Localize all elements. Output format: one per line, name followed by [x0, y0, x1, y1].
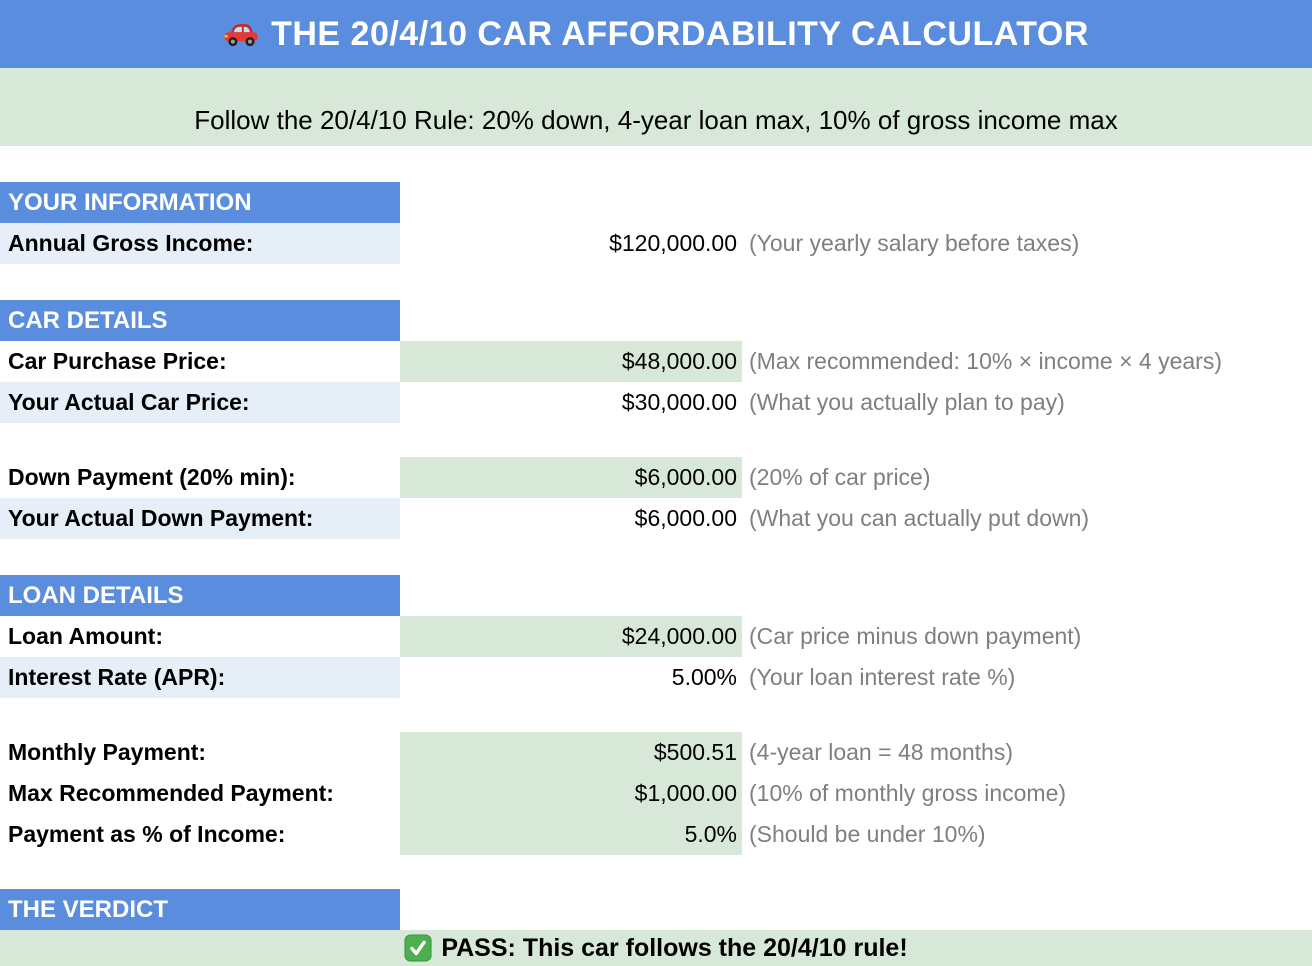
table-row: Loan Amount: $24,000.00 (Car price minus d…: [0, 616, 1312, 657]
check-icon: [404, 934, 432, 962]
row-value[interactable]: $6,000.00: [400, 498, 742, 539]
table-row: Your Actual Car Price: $30,000.00 (What yo…: [0, 382, 1312, 423]
row-note: (Car price minus down payment): [749, 623, 1082, 649]
row-label: Loan Amount:: [0, 616, 400, 657]
row-value[interactable]: 5.00%: [400, 657, 742, 698]
title-bar: THE 20/4/10 CAR AFFORDABILITY CALCULATOR: [0, 0, 1312, 68]
row-value[interactable]: $24,000.00: [400, 616, 742, 657]
spacer: [0, 855, 1312, 889]
verdict-text: PASS: This car follows the 20/4/10 rule!: [441, 933, 908, 962]
spacer: [0, 423, 1312, 457]
row-note: (Your loan interest rate %): [749, 664, 1016, 690]
row-label: Car Purchase Price:: [0, 341, 400, 382]
row-note: (What you actually plan to pay): [749, 389, 1065, 415]
spacer: [0, 264, 1312, 300]
section-header-loan-details: LOAN DETAILS: [0, 575, 400, 616]
row-note: (4-year loan = 48 months): [749, 739, 1013, 765]
table-row: Down Payment (20% min): $6,000.00 (20% of …: [0, 457, 1312, 498]
spacer: [0, 698, 1312, 732]
row-label: Max Recommended Payment:: [0, 773, 400, 814]
table-row: Your Actual Down Payment: $6,000.00 (What …: [0, 498, 1312, 539]
page-title: THE 20/4/10 CAR AFFORDABILITY CALCULATOR: [271, 14, 1089, 53]
spacer: [0, 539, 1312, 575]
row-value[interactable]: 5.0%: [400, 814, 742, 855]
subtitle-bar: Follow the 20/4/10 Rule: 20% down, 4-yea…: [0, 68, 1312, 146]
row-label: Your Actual Car Price:: [0, 382, 400, 423]
car-icon: [223, 20, 259, 48]
row-label: Interest Rate (APR):: [0, 657, 400, 698]
row-note: (Your yearly salary before taxes): [749, 230, 1080, 256]
row-label: Annual Gross Income:: [0, 223, 400, 264]
row-label: Monthly Payment:: [0, 732, 400, 773]
row-note: (What you can actually put down): [749, 505, 1090, 531]
section-header-your-information: YOUR INFORMATION: [0, 182, 400, 223]
row-value[interactable]: $48,000.00: [400, 341, 742, 382]
table-row: Interest Rate (APR): 5.00% (Your loan inte…: [0, 657, 1312, 698]
row-value[interactable]: $6,000.00: [400, 457, 742, 498]
row-value[interactable]: $120,000.00: [400, 223, 742, 264]
row-value[interactable]: $1,000.00: [400, 773, 742, 814]
verdict-bar: PASS: This car follows the 20/4/10 rule!: [0, 930, 1312, 966]
row-label: Payment as % of Income:: [0, 814, 400, 855]
table-row: Max Recommended Payment: $1,000.00 (10% of…: [0, 773, 1312, 814]
row-label: Down Payment (20% min):: [0, 457, 400, 498]
row-label: Your Actual Down Payment:: [0, 498, 400, 539]
row-value[interactable]: $500.51: [400, 732, 742, 773]
row-note: (Should be under 10%): [749, 821, 986, 847]
table-row: Car Purchase Price: $48,000.00 (Max recomm…: [0, 341, 1312, 382]
spacer: [0, 146, 1312, 182]
table-row: Payment as % of Income: 5.0% (Should be un…: [0, 814, 1312, 855]
row-note: (10% of monthly gross income): [749, 780, 1067, 806]
section-header-the-verdict: THE VERDICT: [0, 889, 400, 930]
row-note: (Max recommended: 10% × income × 4 years…: [749, 348, 1222, 374]
table-row: Monthly Payment: $500.51 (4-year loan = 48…: [0, 732, 1312, 773]
calculator-body: YOUR INFORMATION Annual Gross Income: $120…: [0, 146, 1312, 889]
section-header-car-details: CAR DETAILS: [0, 300, 400, 341]
table-row: Annual Gross Income: $120,000.00 (Your yea…: [0, 223, 1312, 264]
subtitle-text: Follow the 20/4/10 Rule: 20% down, 4-yea…: [194, 105, 1118, 135]
row-value[interactable]: $30,000.00: [400, 382, 742, 423]
row-note: (20% of car price): [749, 464, 931, 490]
